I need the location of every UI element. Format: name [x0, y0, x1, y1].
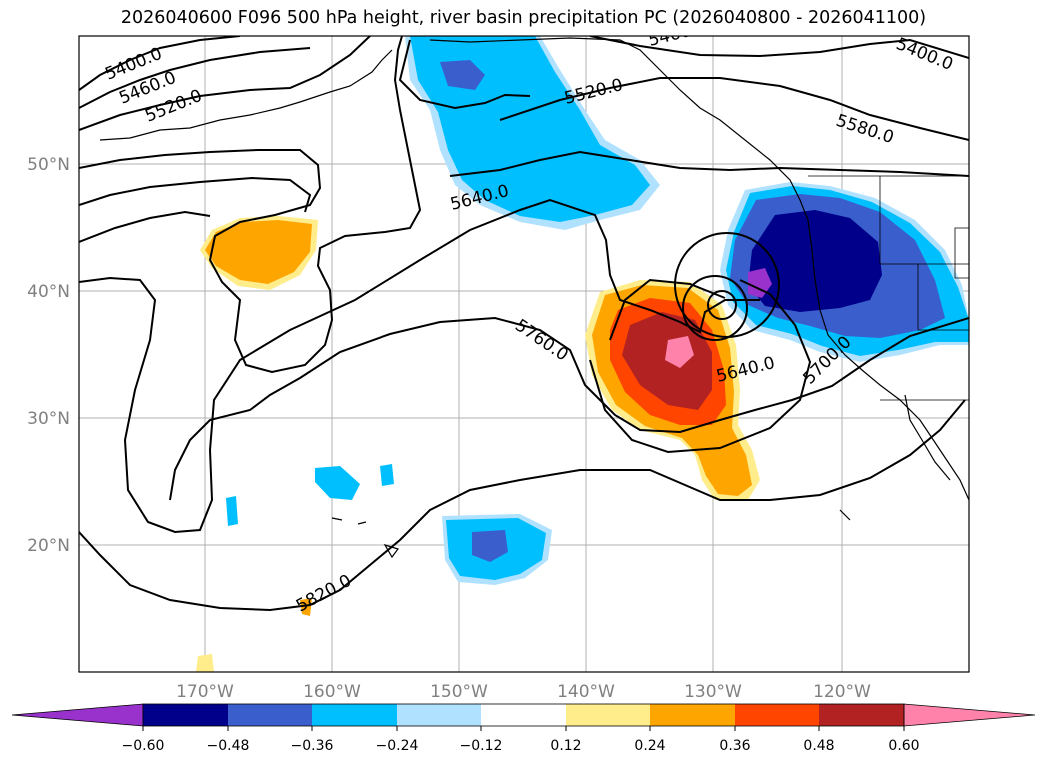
colorbar-tick-label: 0.12 — [550, 738, 581, 754]
colorbar-segment — [143, 704, 228, 726]
chart-title: 2026040600 F096 500 hPa height, river ba… — [120, 8, 927, 28]
colorbar-segment — [650, 704, 735, 726]
lon-label-120w: 120°W — [813, 682, 871, 702]
lat-label-30n: 30°N — [27, 409, 70, 429]
colorbar-tick-label: 0.36 — [719, 738, 750, 754]
colorbar-tick-label: −0.48 — [207, 738, 250, 754]
latitude-labels: 50°N 40°N 30°N 20°N — [27, 155, 70, 556]
colorbar-segment — [735, 704, 819, 726]
colorbar-tick-label: −0.60 — [122, 738, 165, 754]
borders — [808, 175, 969, 401]
colorbar-frame — [142, 703, 905, 727]
positive-precip-central-pacific — [200, 216, 318, 290]
colorbar-tick-label: 0.48 — [803, 738, 834, 754]
negative-precip-north-pacific — [405, 36, 660, 230]
map-frame — [78, 35, 970, 673]
lon-label-130w: 130°W — [684, 682, 742, 702]
map-area: 5400.0 5460.0 5520.0 5520.0 5400.0 5460.… — [79, 36, 969, 672]
colorbar-left-arrow — [11, 703, 144, 727]
lon-label-160w: 160°W — [303, 682, 361, 702]
colorbar-segment — [819, 704, 904, 726]
lat-label-50n: 50°N — [27, 155, 70, 175]
lat-label-40n: 40°N — [27, 282, 70, 302]
colorbar-right-arrow — [903, 703, 1036, 727]
height-contours — [79, 36, 969, 612]
colorbar: −0.60 −0.48 −0.36 −0.24 −0.12 0.12 0.24 … — [11, 703, 1036, 754]
colorbar-ticks — [142, 726, 905, 731]
colorbar-tick-label: −0.12 — [460, 738, 503, 754]
lon-label-170w: 170°W — [176, 682, 234, 702]
positive-precip-small-patches — [196, 598, 312, 672]
colorbar-segment — [481, 704, 566, 726]
longitude-labels: 170°W 160°W 150°W 140°W 130°W 120°W — [176, 682, 871, 702]
lon-label-150w: 150°W — [430, 682, 488, 702]
colorbar-tick-label: 0.60 — [888, 738, 919, 754]
colorbar-segment — [397, 704, 481, 726]
colorbar-tick-label: −0.36 — [291, 738, 334, 754]
positive-precip-offshore — [585, 280, 760, 500]
colorbar-tick-label: 0.24 — [634, 738, 665, 754]
negative-precip-hawaii — [226, 464, 552, 585]
colorbar-segment — [228, 704, 312, 726]
lon-label-140w: 140°W — [557, 682, 615, 702]
colorbar-segment — [566, 704, 650, 726]
colorbar-segment — [312, 704, 397, 726]
lat-label-20n: 20°N — [27, 536, 70, 556]
colorbar-tick-label: −0.24 — [376, 738, 419, 754]
